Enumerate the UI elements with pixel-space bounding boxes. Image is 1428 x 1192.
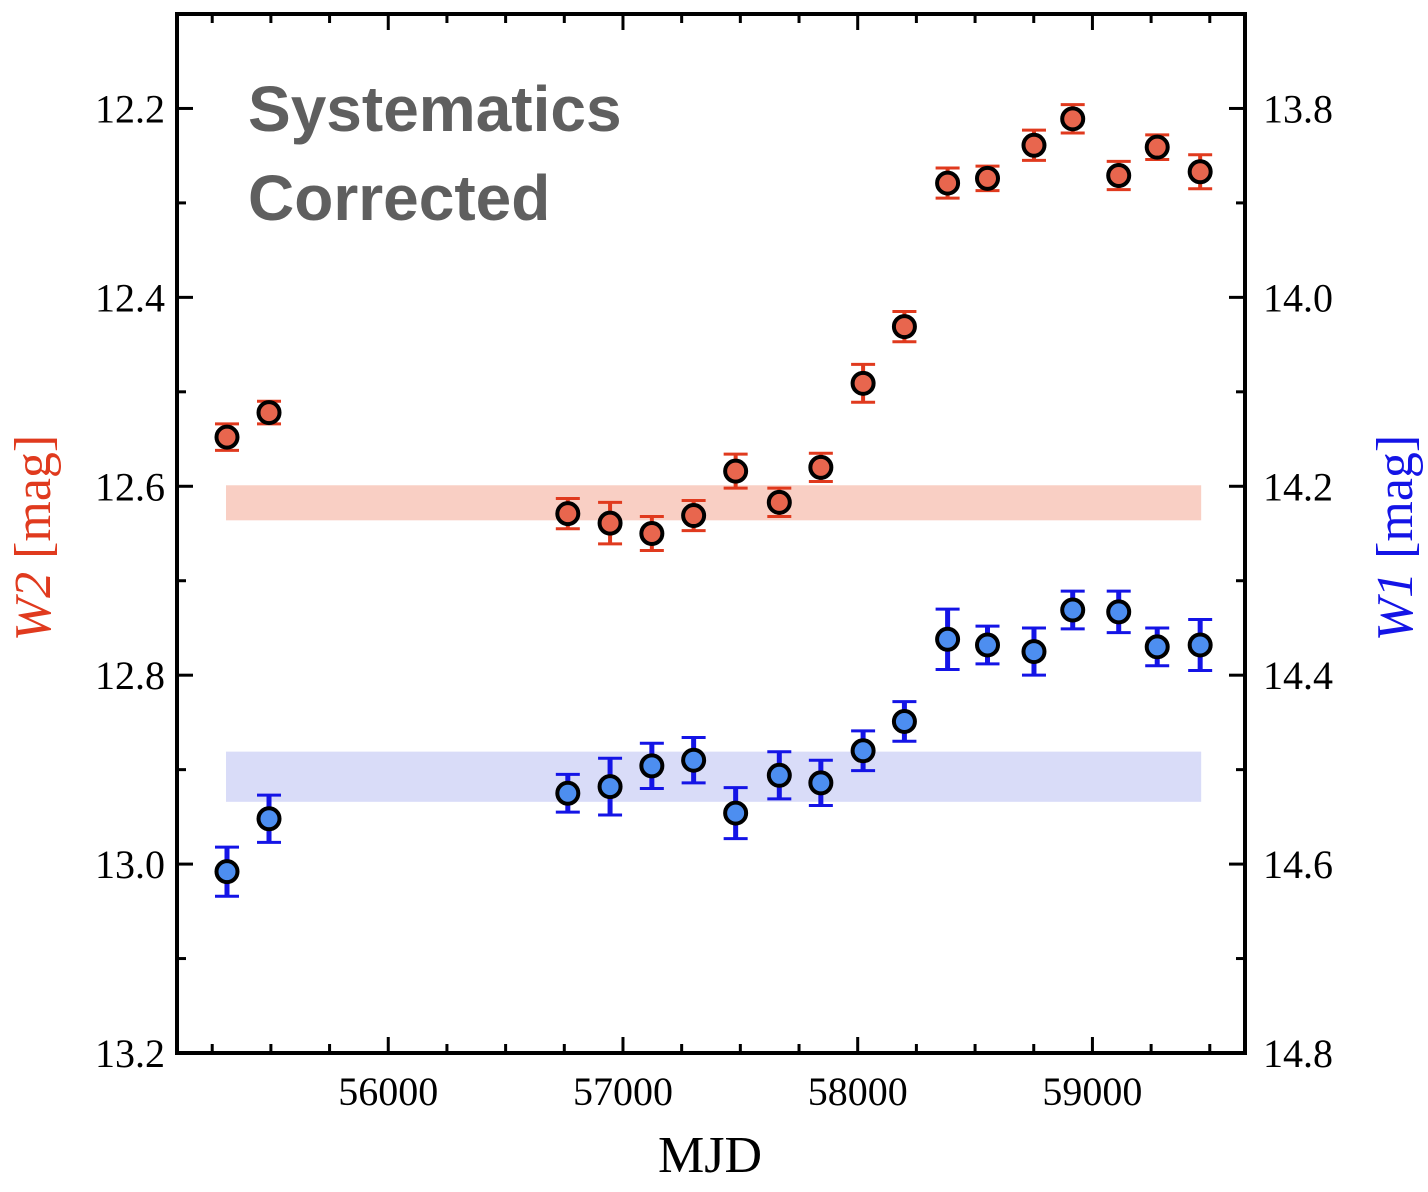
data-series [214,103,1213,898]
data-point [214,424,240,450]
y-right-tick-label: 14.6 [1263,842,1333,887]
data-point [1106,163,1132,189]
data-point [597,510,623,536]
band-w2 [225,485,1202,521]
data-point [1106,599,1132,625]
y-left-tick-label: 13.2 [95,1031,165,1076]
left-axis-label-name: W2 [5,572,62,641]
y-left-tick-label: 12.2 [95,86,165,131]
data-point [681,503,707,529]
y-left-tick-label: 12.8 [95,653,165,698]
systematics-bands [225,485,1202,802]
right-axis-label-unit: [mag] [1367,435,1424,572]
data-point [891,314,917,340]
data-point [597,774,623,800]
data-point [766,762,792,788]
y-right-tick-label: 14.8 [1263,1031,1333,1076]
y-left-tick-label: 12.4 [95,275,165,320]
data-point [935,626,961,652]
y-right-tick-label: 14.2 [1263,464,1333,509]
left-axis-label: W2 [mag] [5,435,62,642]
y-right-tick-label: 14.0 [1263,275,1333,320]
data-point [1060,597,1086,623]
x-tick-label: 57000 [573,1069,673,1114]
right-axis-label-name: W1 [1367,572,1424,641]
annotation-line-1: Systematics [248,73,622,145]
annotation-line-2: Corrected [248,162,550,234]
x-axis-label: MJD [658,1127,762,1184]
x-tick-label: 58000 [808,1069,908,1114]
data-point [256,400,282,426]
data-point [935,170,961,196]
series-w2 [214,103,1213,553]
tick-labels: 56000 57000 58000 59000 12.2 12.4 12.6 12.8 13.0… [95,86,1333,1114]
data-point [723,800,749,826]
data-point [975,165,1001,191]
data-point [975,632,1001,658]
data-point [1144,134,1170,160]
band-w1 [225,751,1202,802]
data-point [850,738,876,764]
data-point [639,521,665,546]
y-left-tick-label: 13.0 [95,842,165,887]
y-right-tick-label: 13.8 [1263,86,1333,131]
data-point [1187,632,1213,658]
data-point [214,859,240,885]
data-point [1021,132,1047,158]
data-point [256,806,282,832]
data-point [808,454,834,480]
plot-frame [175,12,1247,1055]
right-axis-label: W1 [mag] [1367,435,1424,642]
data-point [555,780,581,806]
data-point [1144,634,1170,660]
x-tick-label: 56000 [338,1069,438,1114]
data-point [1021,639,1047,665]
series-w1 [214,589,1213,898]
y-right-tick-label: 14.4 [1263,653,1333,698]
data-point [808,770,834,796]
data-point [1060,106,1086,132]
data-point [723,458,749,484]
data-point [1187,159,1213,185]
data-point [766,489,792,515]
left-axis-label-unit: [mag] [5,435,62,572]
data-point [891,708,917,734]
x-tick-label: 59000 [1042,1069,1142,1114]
data-point [681,747,707,773]
data-point [850,370,876,396]
data-point [639,753,665,779]
y-left-tick-label: 12.6 [95,464,165,509]
data-point [555,501,581,527]
